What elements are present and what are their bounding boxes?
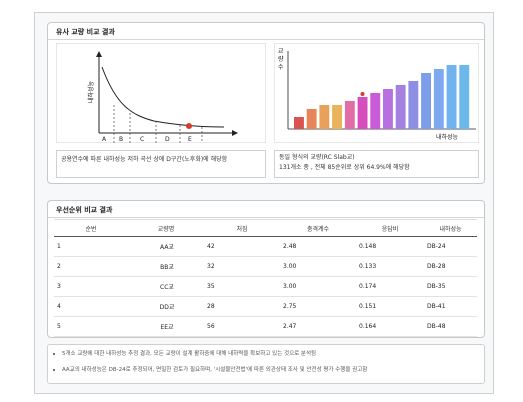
priority-panel-title: 우선순위 비교 결과 — [56, 206, 113, 214]
table-row[interactable]: 2 BB교 32 3.00 0.133 DB-28 — [54, 256, 477, 277]
distribution-caption: 동일 형식의 교량(RC Slab교) 131개소 중 , 전체 85순위로 상… — [274, 150, 479, 178]
zone-label: E — [188, 136, 192, 143]
priority-panel: 우선순위 비교 결과 순번 교량명 처짐 충격계수 응답비 내하성능 1 AA교… — [47, 200, 485, 338]
cell-ratio: 0.148 — [356, 236, 424, 257]
summary-notes: 5개소 교량에 대한 내하성능 추정 결과, 모든 교량이 설계 활하중에 대해… — [47, 344, 485, 384]
zone-label: C — [140, 136, 144, 143]
curve-caption: 공용연수에 따른 내하성능 저하 곡선 상에 D구간(노후화)에 해당함 — [56, 150, 266, 178]
similar-panel-title: 유사 교량 비교 결과 — [56, 28, 115, 36]
cell-capacity: DB-35 — [424, 276, 477, 297]
cell-impact: 2.75 — [280, 296, 356, 317]
cell-impact: 2.48 — [280, 236, 356, 257]
column-header: 충격계수 — [280, 219, 356, 237]
bar — [459, 65, 470, 129]
cell-impact: 2.47 — [280, 316, 356, 337]
bar — [332, 105, 342, 129]
bar — [383, 89, 393, 129]
deterioration-curve — [101, 66, 225, 128]
cell-capacity: DB-28 — [424, 256, 477, 277]
zone-label: A — [102, 136, 107, 143]
cell-no: 5 — [54, 316, 128, 337]
bar — [344, 101, 355, 129]
panel-divider — [48, 39, 484, 40]
bar-x-axis-label: 내하성능 — [436, 133, 459, 141]
column-header: 응답비 — [356, 219, 424, 237]
cell-no: 2 — [54, 256, 128, 277]
zone-label: B — [119, 136, 123, 143]
left-y-axis-label: 내하성능 — [87, 80, 95, 103]
cell-impact: 3.00 — [280, 276, 356, 297]
cell-name: BB교 — [128, 256, 204, 277]
table-header-row: 순번 교량명 처짐 충격계수 응답비 내하성능 — [54, 219, 477, 237]
similar-bridge-panel: 유사 교량 비교 결과 A B C D E 내하성능 — [47, 22, 485, 184]
cell-ratio: 0.164 — [356, 316, 424, 337]
report-container: 유사 교량 비교 결과 A B C D E 내하성능 — [34, 12, 494, 394]
svg-text:교량수: 교량수 — [278, 48, 284, 71]
bar — [294, 117, 304, 129]
bar — [408, 81, 419, 129]
table-row[interactable]: 5 EE교 56 2.47 0.164 DB-48 — [54, 316, 477, 337]
table-row[interactable]: 1 AA교 42 2.48 0.148 DB-24 — [54, 236, 477, 257]
bar — [421, 73, 431, 129]
column-header: 순번 — [54, 219, 128, 237]
curve-caption-text: 공용연수에 따른 내하성능 저하 곡선 상에 D구간(노후화)에 해당함 — [61, 156, 228, 163]
cell-capacity: DB-48 — [424, 316, 477, 337]
note-item: AA교의 내하성능은 DB-24로 추정되어, 면밀한 검토가 필요하며, '시… — [62, 367, 368, 373]
column-header: 내하성능 — [424, 219, 477, 237]
bar — [370, 93, 381, 129]
cell-name: DD교 — [128, 296, 204, 317]
cell-deflection: 28 — [204, 296, 280, 317]
cell-ratio: 0.151 — [356, 296, 424, 317]
distribution-caption-line1: 동일 형식의 교량(RC Slab교) — [279, 154, 355, 161]
cell-ratio: 0.174 — [356, 276, 424, 297]
zone-label: D — [165, 136, 170, 143]
cell-ratio: 0.133 — [356, 256, 424, 277]
cell-impact: 3.00 — [280, 256, 356, 277]
column-header: 교량명 — [128, 219, 204, 237]
cell-capacity: DB-41 — [424, 296, 477, 317]
bar — [395, 85, 406, 129]
bar — [433, 69, 444, 129]
bar — [319, 105, 330, 129]
cell-deflection: 56 — [204, 316, 280, 337]
bullet-icon — [53, 353, 55, 355]
note-item: 5개소 교량에 대한 내하성능 추정 결과, 모든 교량이 설계 활하중에 대해… — [62, 351, 317, 357]
bar — [357, 97, 368, 129]
cell-deflection: 32 — [204, 256, 280, 277]
cell-no: 1 — [54, 236, 128, 257]
cell-name: EE교 — [128, 316, 204, 337]
highlight-marker — [360, 92, 365, 96]
panel-divider — [48, 217, 484, 218]
cell-name: AA교 — [128, 236, 204, 257]
current-position-marker — [186, 123, 192, 129]
cell-deflection: 35 — [204, 276, 280, 297]
cell-no: 3 — [54, 276, 128, 297]
priority-table: 순번 교량명 처짐 충격계수 응답비 내하성능 1 AA교 42 2.48 0.… — [54, 219, 477, 337]
bullet-icon — [53, 369, 55, 371]
deterioration-curve-chart: A B C D E 내하성능 — [56, 43, 266, 143]
distribution-caption-line2: 131개소 중 , 전체 85순위로 상위 64.9%에 해당함 — [279, 164, 410, 171]
cell-deflection: 42 — [204, 236, 280, 257]
cell-capacity: DB-24 — [424, 236, 477, 257]
cell-name: CC교 — [128, 276, 204, 297]
column-header: 처짐 — [204, 219, 280, 237]
bar — [306, 109, 317, 129]
table-row[interactable]: 4 DD교 28 2.75 0.151 DB-41 — [54, 296, 477, 317]
table-row[interactable]: 3 CC교 35 3.00 0.174 DB-35 — [54, 276, 477, 297]
bar — [446, 65, 457, 129]
cell-no: 4 — [54, 296, 128, 317]
